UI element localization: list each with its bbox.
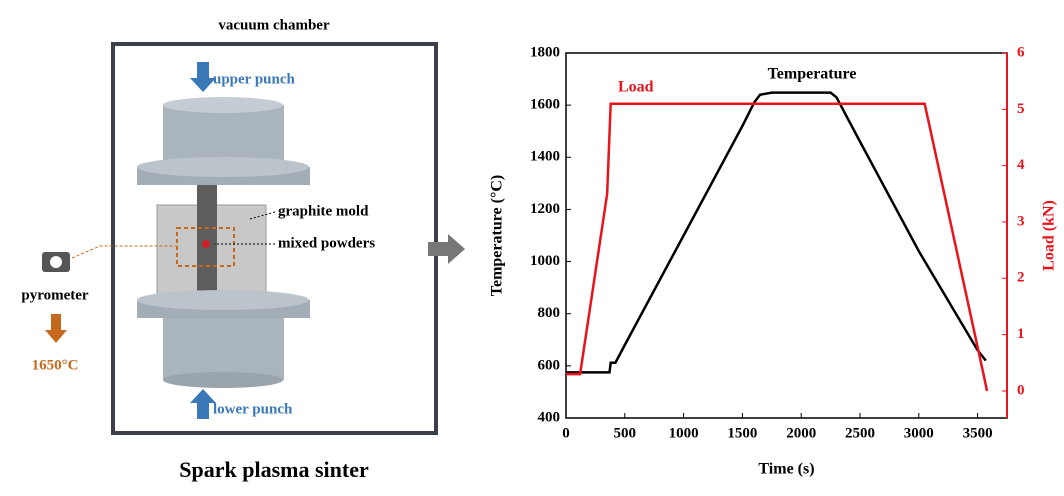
plot-frame (565, 52, 1008, 419)
mold-label: graphite mold (278, 203, 369, 219)
y2-tick-label: 0 (1017, 382, 1025, 398)
upper-flange-top (137, 157, 309, 177)
lower-cylinder-bottom (163, 372, 283, 388)
x-tick-label: 500 (614, 425, 637, 441)
y-tick-label: 1400 (530, 149, 560, 165)
arrow (190, 389, 216, 403)
x-axis-label: Time (s) (758, 461, 814, 478)
series-label: Load (618, 79, 654, 96)
y2-tick-label: 2 (1017, 270, 1025, 286)
arrow (197, 62, 209, 80)
series-line (566, 91, 987, 374)
flow-arrow (428, 234, 465, 264)
chamber-box (111, 42, 438, 435)
y-tick-label: 1200 (530, 201, 560, 217)
camera-lens (50, 256, 62, 268)
powders-label: mixed powders (278, 235, 375, 251)
y2-tick-label: 4 (1017, 157, 1025, 173)
x-tick-label: 0 (562, 425, 570, 441)
upper-cylinder (163, 105, 284, 167)
lower-cylinder (163, 318, 284, 380)
y-tick-label: 1600 (530, 97, 560, 113)
y-tick-label: 1000 (530, 253, 560, 269)
x-tick-label: 3500 (963, 425, 993, 441)
y-tick-label: 400 (538, 409, 561, 425)
upper-cylinder-top (163, 97, 283, 113)
y-tick-label: 600 (538, 357, 561, 373)
x-tick-label: 2000 (786, 425, 816, 441)
arrow (51, 314, 61, 332)
temperature-label: 1650°C (32, 357, 79, 373)
arrow (45, 330, 67, 343)
pyrometer-label: pyrometer (21, 287, 89, 303)
pointer (71, 245, 177, 259)
chamber-label: vacuum chamber (218, 17, 330, 33)
y-axis-label: Temperature (°C) (489, 175, 506, 296)
arrow (190, 78, 216, 92)
x-tick-label: 2500 (845, 425, 875, 441)
series-label: Temperature (768, 66, 857, 83)
y2-tick-label: 1 (1017, 326, 1025, 342)
caption: Spark plasma sinter (179, 457, 369, 482)
x-tick-label: 1000 (669, 425, 699, 441)
pointer (249, 211, 276, 220)
lower-flange-top (137, 290, 309, 310)
schematic: vacuum chamber upper punch lower punch g… (21, 17, 465, 482)
y-tick-label: 1800 (530, 44, 560, 60)
y2-tick-label: 3 (1017, 213, 1025, 229)
series-line (566, 102, 989, 392)
arrow (197, 403, 209, 419)
lower-label: lower punch (213, 401, 293, 417)
focus-box (176, 227, 235, 267)
powder (202, 240, 210, 248)
x-tick-label: 3000 (904, 425, 934, 441)
x-tick-label: 1500 (727, 425, 757, 441)
y2-axis-label: Load (kN) (1041, 200, 1058, 271)
chart: 0 500 1000 1500 2000 2500 3000 3500 400 600 800 100… (489, 44, 1058, 477)
y2-tick-label: 5 (1017, 101, 1025, 117)
y2-tick-label: 6 (1017, 44, 1025, 60)
y-tick-label: 800 (538, 305, 561, 321)
upper-label: upper punch (213, 71, 296, 87)
